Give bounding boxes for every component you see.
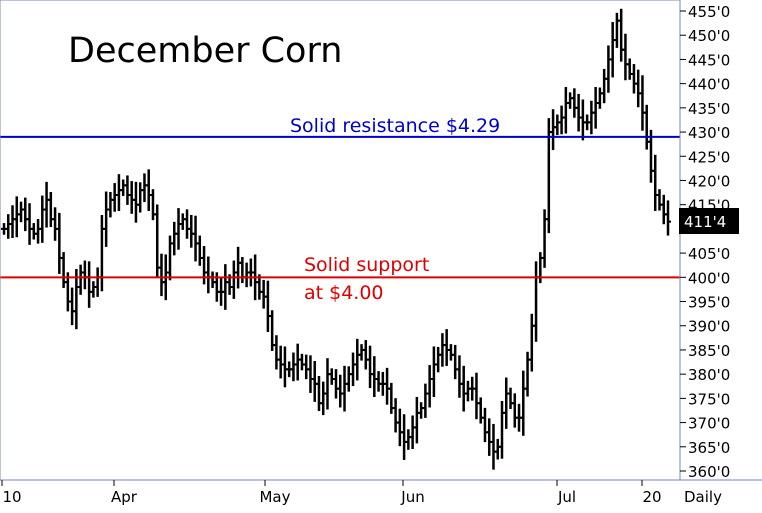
last-price-box bbox=[679, 208, 739, 234]
price-tick-label: 445'0 bbox=[688, 51, 730, 69]
price-tick-label: 455'0 bbox=[688, 3, 730, 21]
support-label-line1: Solid support bbox=[304, 254, 429, 276]
price-tick-label: 425'0 bbox=[688, 148, 730, 166]
price-tick-label: 385'0 bbox=[688, 342, 730, 360]
last-price-tag: 411'4 bbox=[679, 208, 739, 234]
price-tick-label: 420'0 bbox=[688, 172, 730, 190]
time-tick-label: Jul bbox=[557, 488, 576, 506]
price-tick-label: 430'0 bbox=[688, 124, 730, 142]
time-tick-label: 20 bbox=[642, 488, 661, 506]
time-tick-label: 10 bbox=[2, 488, 21, 506]
price-tick-label: 380'0 bbox=[688, 366, 730, 384]
price-tick-label: 360'0 bbox=[688, 463, 730, 481]
timeframe-label: Daily bbox=[684, 488, 722, 506]
price-tick-label: 375'0 bbox=[688, 390, 730, 408]
price-tick-label: 395'0 bbox=[688, 294, 730, 312]
price-bar bbox=[665, 200, 671, 236]
time-axis: 10 Apr May Jun Jul 20 bbox=[1, 480, 662, 506]
price-tick-label: 405'0 bbox=[688, 245, 730, 263]
price-tick-label: 435'0 bbox=[688, 100, 730, 118]
price-tick-label: 450'0 bbox=[688, 27, 730, 45]
price-axis: 455'0 450'0 445'0 440'0 435'0 430'0 425'0 420'0… bbox=[680, 3, 730, 481]
time-tick-label: May bbox=[259, 488, 290, 506]
price-tick-label: 440'0 bbox=[688, 76, 730, 94]
price-tick-label: 365'0 bbox=[688, 439, 730, 457]
resistance-label: Solid resistance $4.29 bbox=[290, 115, 500, 137]
time-tick-label: Jun bbox=[400, 488, 424, 506]
last-price-text: 411'4 bbox=[684, 213, 726, 231]
support-label-line2: at $4.00 bbox=[304, 282, 384, 304]
price-tick-label: 400'0 bbox=[688, 269, 730, 287]
price-tick-label: 370'0 bbox=[688, 415, 730, 433]
chart-title: December Corn bbox=[68, 31, 342, 71]
time-tick-label: Apr bbox=[111, 488, 138, 506]
price-tick-label: 390'0 bbox=[688, 318, 730, 336]
